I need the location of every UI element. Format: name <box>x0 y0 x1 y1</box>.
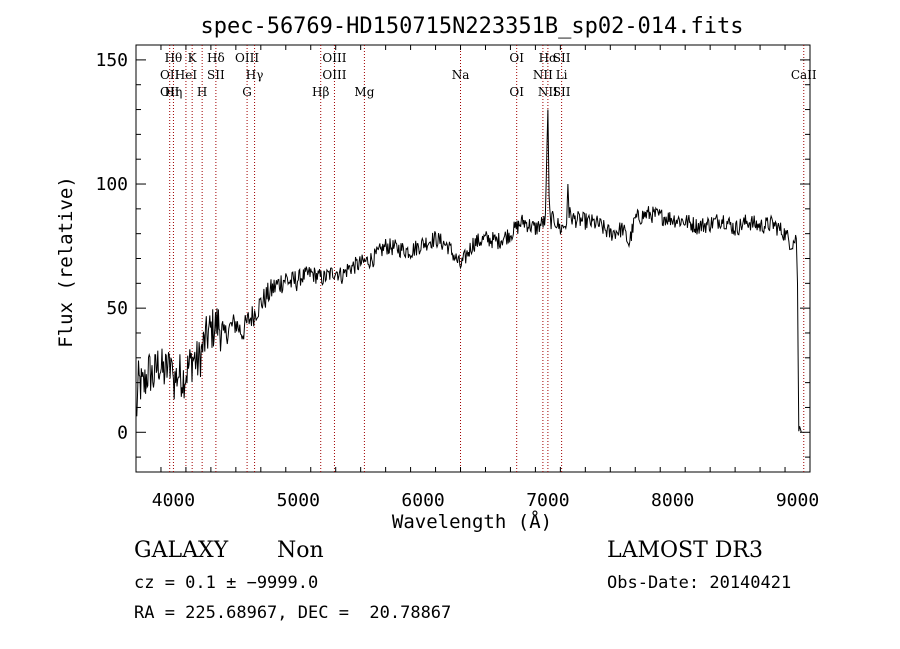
y-tick-label: 0 <box>117 422 128 443</box>
ref-line-label: OII <box>160 85 180 99</box>
ref-line-label: G <box>242 85 252 99</box>
x-tick-label: 8000 <box>651 490 694 511</box>
object-class: GALAXY <box>134 538 229 563</box>
y-tick-label: 50 <box>106 298 128 319</box>
x-tick-label: 5000 <box>277 490 320 511</box>
ref-line-label: Hη <box>165 85 183 99</box>
ref-line-label: Hα <box>539 51 558 65</box>
ref-line-label: Hγ <box>246 68 264 82</box>
ref-line-label: Mg <box>354 85 374 99</box>
y-tick-label: 100 <box>95 174 128 195</box>
ref-line-label: OI <box>509 51 524 65</box>
ref-line-label: Hβ <box>312 85 329 99</box>
ref-line-label: HeI <box>175 68 198 82</box>
ref-line-label: OI <box>509 85 524 99</box>
ref-line-label: Na <box>452 68 470 82</box>
x-axis-label: Wavelength (Å) <box>392 510 552 533</box>
plot-border <box>135 44 811 473</box>
flux-series-line <box>135 109 802 433</box>
ref-line-label: CaII <box>791 68 817 82</box>
y-axis-label: Flux (relative) <box>55 176 77 348</box>
ref-line-label: K <box>188 51 198 65</box>
x-tick-label: 7000 <box>526 490 569 511</box>
survey-name: LAMOST DR3 <box>607 538 763 563</box>
ref-line-label: Li <box>556 68 568 82</box>
ref-line-label: SII <box>207 68 225 82</box>
y-tick-label: 150 <box>95 50 128 71</box>
chart-title: spec-56769-HD150715N223351B_sp02-014.fit… <box>200 14 743 39</box>
plot-frame <box>135 44 811 473</box>
ref-line-label: OII <box>160 68 180 82</box>
ref-line-label: NII <box>533 68 553 82</box>
obs-date: Obs-Date: 20140421 <box>607 573 792 593</box>
ra-dec: RA = 225.68967, DEC = 20.78867 <box>134 603 452 623</box>
x-tick-label: 6000 <box>401 490 444 511</box>
ref-line-label: Hδ <box>207 51 225 65</box>
y-axis-ticks: 0 50 100 150 <box>95 50 810 458</box>
ref-line-label: SII <box>553 85 571 99</box>
x-tick-label: 9000 <box>776 490 819 511</box>
object-subclass: Non <box>277 538 324 563</box>
redshift-cz: cz = 0.1 ± −9999.0 <box>134 573 319 593</box>
reference-lines: OII OII Hθ Hη HeI K H Hδ SII OIII G Hγ Hβ OIII OIII Mg N… <box>160 45 817 472</box>
ref-line-label: OIII <box>322 68 346 82</box>
ref-line-label: SII <box>553 51 571 65</box>
ref-line-label: NII <box>538 85 558 99</box>
ref-line-label: Hθ <box>165 51 183 65</box>
x-tick-label: 4000 <box>152 490 195 511</box>
ref-line-label: H <box>197 85 207 99</box>
x-axis-ticks: 4000 5000 6000 7000 8000 9000 <box>135 45 819 511</box>
ref-line-label: OIII <box>235 51 259 65</box>
series-group <box>135 109 802 433</box>
ref-line-label: OIII <box>322 51 346 65</box>
